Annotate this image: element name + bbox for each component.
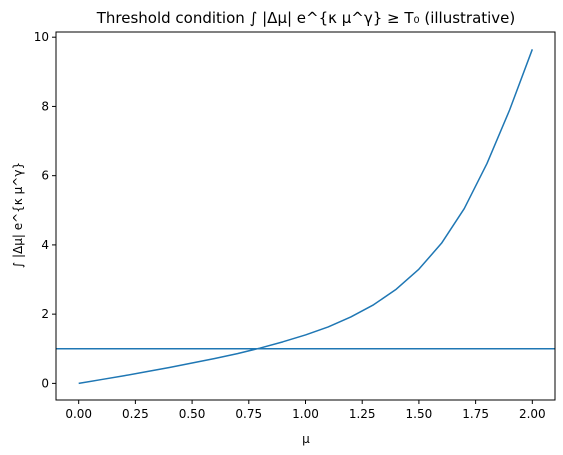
y-tick-label-3: 6 xyxy=(41,169,49,183)
x-axis-label: μ xyxy=(302,432,310,446)
plot-frame xyxy=(55,31,556,401)
y-tick-label-0: 0 xyxy=(41,376,49,390)
x-tick-label-8: 2.00 xyxy=(519,407,546,421)
x-tick-label-2: 0.50 xyxy=(179,407,206,421)
x-tick-label-5: 1.25 xyxy=(349,407,376,421)
x-tick-label-7: 1.75 xyxy=(462,407,489,421)
y-axis-label: ∫ |Δμ| e^{κ μ^γ} xyxy=(11,162,25,268)
y-tick-label-2: 4 xyxy=(41,238,49,252)
series-line-0 xyxy=(78,49,534,385)
x-tick-label-4: 1.00 xyxy=(292,407,319,421)
chart-title: Threshold condition ∫ |Δμ| e^{κ μ^γ} ≥ T… xyxy=(96,9,516,27)
y-tick-label-4: 8 xyxy=(41,99,49,113)
plot-area: 0.00 0.25 0.50 0.75 1.00 1.25 1.50 1.75 2.00 0 2 4 6… xyxy=(34,30,556,421)
x-tick-label-0: 0.00 xyxy=(65,407,92,421)
x-tick-label-1: 0.25 xyxy=(122,407,149,421)
y-tick-label-5: 10 xyxy=(34,30,49,44)
x-tick-label-3: 0.75 xyxy=(235,407,262,421)
y-tick-label-1: 2 xyxy=(41,307,49,321)
x-tick-label-6: 1.50 xyxy=(406,407,433,421)
